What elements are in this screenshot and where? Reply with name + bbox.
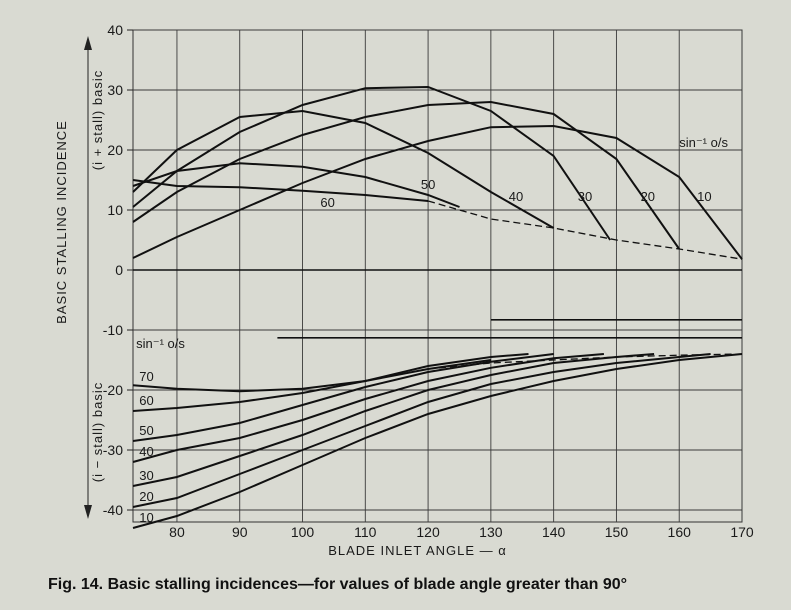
y-tick-40: 40 <box>107 22 123 38</box>
lower-label-10: 10 <box>139 510 153 525</box>
lower-label-30: 30 <box>139 468 153 483</box>
lower-curve-40 <box>132 353 604 463</box>
lower-curve-30 <box>132 353 655 487</box>
upper-label-40: 40 <box>509 189 523 204</box>
upper-label-60: 60 <box>320 195 334 210</box>
x-tick-90: 90 <box>232 524 248 540</box>
upper-curve-20 <box>132 100 681 250</box>
x-tick-150: 150 <box>605 524 629 540</box>
y-axis-arrow-up <box>84 36 92 50</box>
y-tick--20: -20 <box>103 382 123 398</box>
lower-label-20: 20 <box>139 489 153 504</box>
x-tick-170: 170 <box>730 524 754 540</box>
x-axis-title: BLADE INLET ANGLE — α <box>328 543 507 558</box>
y-axis-arrow-down <box>84 505 92 519</box>
lower-label-60: 60 <box>139 393 153 408</box>
x-tick-80: 80 <box>169 524 185 540</box>
lower-curve-20 <box>132 353 711 508</box>
x-tick-140: 140 <box>542 524 566 540</box>
upper-curve-40 <box>132 109 555 229</box>
x-tick-160: 160 <box>668 524 692 540</box>
upper-label-20: 20 <box>641 189 655 204</box>
x-tick-120: 120 <box>416 524 440 540</box>
y-axis-upper-title: (i + stall) basic <box>90 70 105 170</box>
lower-curve-10 <box>132 353 743 529</box>
y-tick-20: 20 <box>107 142 123 158</box>
lower-curve-60 <box>132 353 529 412</box>
upper-curve-50 <box>132 162 460 208</box>
y-axis-title: BASIC STALLING INCIDENCE <box>54 120 69 324</box>
upper-dashed-envelope <box>427 200 743 260</box>
lower-label-70: 70 <box>139 369 153 384</box>
upper-curve-10 <box>132 124 743 260</box>
y-tick--10: -10 <box>103 322 123 338</box>
lower-label-40: 40 <box>139 444 153 459</box>
lower-label-50: 50 <box>139 423 153 438</box>
upper-label-30: 30 <box>578 189 592 204</box>
x-tick-100: 100 <box>291 524 315 540</box>
y-tick-30: 30 <box>107 82 123 98</box>
upper-family-title: sin⁻¹ o/s <box>679 135 728 150</box>
lower-curve-50 <box>132 353 554 442</box>
x-tick-110: 110 <box>354 524 377 540</box>
upper-label-10: 10 <box>697 189 711 204</box>
lower-dashed-envelope <box>428 353 743 370</box>
y-tick-10: 10 <box>107 202 123 218</box>
y-tick-0: 0 <box>115 262 123 278</box>
figure-caption: Fig. 14. Basic stalling incidences—for v… <box>48 576 628 593</box>
upper-curve-60 <box>132 179 429 202</box>
y-tick--40: -40 <box>103 502 123 518</box>
x-tick-130: 130 <box>479 524 503 540</box>
y-tick--30: -30 <box>103 442 123 458</box>
upper-curve-30 <box>132 85 612 241</box>
lower-family-title: sin⁻¹ o/s <box>136 336 185 351</box>
upper-label-50: 50 <box>421 177 435 192</box>
y-axis-lower-title: (i − stall) basic <box>90 382 105 482</box>
stalling-incidence-chart: 80 90 100 110 120 130 140 150 160 170403020100-10… <box>54 22 754 558</box>
